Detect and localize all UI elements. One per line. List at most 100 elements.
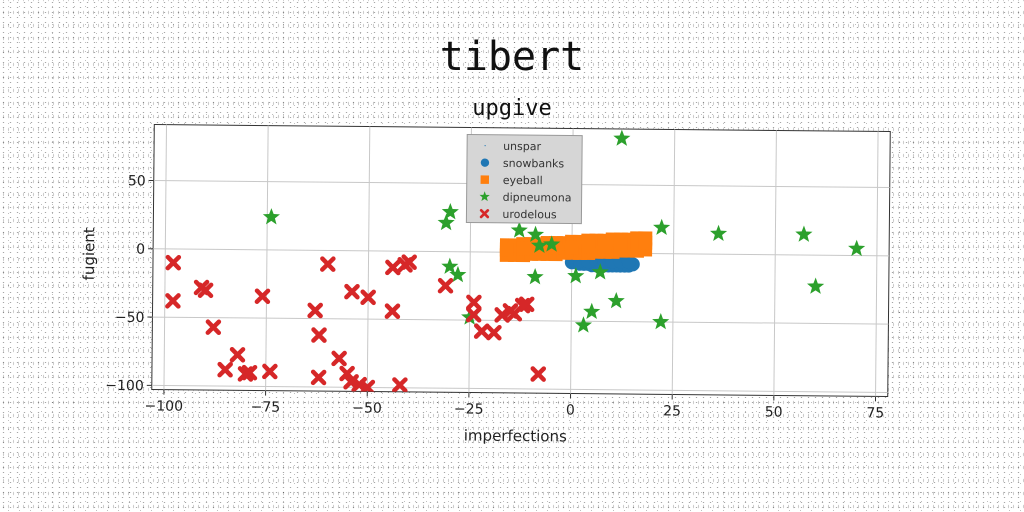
urodelous-point	[392, 377, 408, 393]
urodelous-point	[530, 366, 547, 382]
urodelous-point	[307, 302, 323, 319]
urodelous-point	[320, 256, 336, 272]
x-tick-label: 0	[566, 402, 575, 418]
x-axis-label: imperfections	[464, 426, 567, 445]
urodelous-point	[217, 361, 233, 378]
legend-label-urodelous: urodelous	[502, 208, 557, 222]
legend-label-snowbanks: snowbanks	[503, 157, 565, 171]
eyeball-point	[564, 240, 580, 255]
dipneumona-point	[510, 221, 528, 238]
dipneumona-point	[437, 213, 455, 231]
x-grid-line	[671, 129, 676, 395]
snowbanks-point	[621, 254, 636, 269]
chart-title: upgive	[472, 96, 552, 121]
urodelous-point	[466, 294, 482, 311]
dipneumona-point	[607, 292, 625, 309]
urodelous-point	[229, 346, 246, 363]
eyeball-point	[638, 235, 653, 250]
urodelous-point	[401, 254, 417, 270]
urodelous-point	[339, 365, 355, 382]
dipneumona-point	[526, 268, 544, 285]
urodelous-point	[205, 319, 222, 336]
dipneumona-point	[710, 224, 728, 242]
y-tick-label: 50	[128, 173, 146, 189]
legend-marker-urodelous	[479, 208, 490, 219]
x-tick-label: −75	[251, 399, 281, 415]
urodelous-point	[310, 369, 327, 386]
dipneumona-point	[652, 312, 670, 330]
legend-label-unspar: unspar	[503, 140, 542, 153]
series-snowbanks	[564, 254, 640, 273]
eyeball-point	[613, 238, 628, 253]
urodelous-point	[359, 379, 376, 396]
urodelous-point	[262, 363, 278, 380]
eyeball-point	[581, 239, 596, 254]
urodelous-point	[360, 289, 376, 306]
urodelous-point	[465, 306, 482, 323]
series-dipneumona	[262, 129, 866, 333]
urodelous-point	[486, 324, 502, 341]
dipneumona-point	[530, 236, 549, 254]
urodelous-point	[473, 323, 490, 339]
urodelous-point	[254, 288, 271, 305]
eyeball-point	[516, 241, 531, 256]
x-tick-label: −25	[454, 401, 484, 417]
x-tick-label: −50	[352, 400, 382, 416]
dipneumona-point	[574, 316, 593, 333]
legend-label-eyeball: eyeball	[503, 174, 543, 187]
dipneumona-point	[567, 267, 585, 284]
dipneumona-point	[543, 235, 561, 252]
urodelous-point	[384, 303, 401, 319]
dipneumona-point	[526, 225, 545, 242]
legend-marker-eyeball	[480, 175, 490, 184]
y-axis-label: fugient	[80, 227, 99, 280]
dipneumona-point	[795, 225, 813, 242]
legend-marker-snowbanks	[480, 158, 490, 167]
eyeball-point	[597, 239, 612, 254]
dipneumona-point	[591, 263, 609, 280]
y-tick-label: 0	[136, 242, 145, 258]
dipneumona-point	[583, 302, 601, 320]
dipneumona-point	[848, 239, 866, 257]
dipneumona-point	[441, 257, 459, 274]
dipneumona-point	[449, 265, 467, 283]
urodelous-point	[385, 259, 401, 276]
y-tick-label: −50	[115, 310, 145, 326]
urodelous-point	[331, 350, 347, 367]
urodelous-point	[197, 282, 214, 299]
legend-marker-dipneumona	[479, 191, 490, 202]
x-tick-label: 50	[765, 404, 783, 420]
axis-ticks: −100 −75 −50 −25 0 25 50 75 −100 −50 0 50	[105, 173, 884, 421]
y-grid-line	[151, 384, 888, 393]
plot-marks	[165, 129, 866, 396]
eyeball-point	[499, 242, 514, 257]
dipneumona-point	[807, 277, 825, 294]
urodelous-point	[165, 254, 182, 271]
legend: unspar snowbanks eyeball dipneumona urodelou…	[465, 133, 583, 225]
x-grid-line	[163, 124, 168, 390]
dipneumona-point	[262, 208, 280, 225]
urodelous-point	[311, 327, 327, 343]
x-tick-label: 25	[663, 403, 681, 419]
x-grid-line	[875, 131, 879, 397]
urodelous-point	[241, 364, 258, 381]
legend-label-dipneumona: dipneumona	[503, 191, 572, 205]
y-tick-label: −100	[105, 378, 144, 394]
figure-title: tibert	[439, 34, 585, 80]
urodelous-point	[344, 283, 360, 300]
urodelous-point	[165, 293, 181, 309]
urodelous-point	[437, 277, 454, 294]
series-urodelous	[165, 254, 547, 396]
x-grid-line	[366, 126, 371, 392]
dipneumona-point	[653, 218, 671, 236]
x-tick-label: −100	[144, 398, 183, 414]
legend-box	[465, 133, 583, 225]
urodelous-point	[518, 296, 535, 313]
dipneumona-point	[613, 129, 631, 146]
legend-marker-unspar	[484, 145, 486, 147]
urodelous-point	[494, 307, 510, 323]
x-grid-line	[773, 130, 777, 396]
x-tick-label: 75	[866, 405, 884, 421]
x-grid-line	[265, 125, 269, 391]
